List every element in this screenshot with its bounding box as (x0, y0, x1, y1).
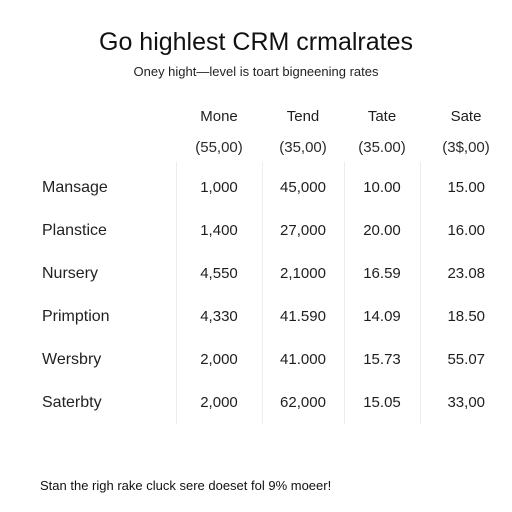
row-label: Primption (42, 307, 110, 325)
table-cell: 1,000 (175, 162, 262, 209)
row-label: Saterbty (42, 393, 102, 411)
table-cell: 33,00 (419, 381, 512, 424)
table-cell: 2,1000 (261, 252, 344, 295)
table-row: Mansage 1,000 45,000 10.00 15.00 (0, 162, 512, 209)
table-cell: 20.00 (343, 209, 420, 252)
header-corner (0, 100, 176, 132)
table-cell: 2,000 (175, 338, 262, 381)
table-row: Nursery 4,550 2,1000 16.59 23.08 (0, 252, 512, 295)
table-cell: 4,550 (175, 252, 262, 295)
table-cell: 14.09 (343, 295, 420, 338)
title-text: Go highlest CRM crmalrates (99, 28, 413, 56)
table-cell: 1,400 (175, 209, 262, 252)
column-header: Tend (286, 107, 320, 125)
table-cell: 62,000 (261, 381, 344, 424)
data-table: Mone Tend Tate Sate (55,00) (35,00) (35.… (0, 100, 512, 424)
row-label: Mansage (42, 178, 108, 196)
table-cell: 15.05 (343, 381, 420, 424)
row-label: Planstice (42, 221, 107, 239)
table-cell: 41.590 (261, 295, 344, 338)
units-row: (55,00) (35,00) (35.00) (3$,00) (0, 132, 512, 162)
units-corner (0, 132, 176, 162)
table-cell: 15.00 (419, 162, 512, 209)
table-cell: 41.000 (261, 338, 344, 381)
row-label: Wersbry (42, 350, 102, 368)
table-cell: 16.00 (419, 209, 512, 252)
table-row: Wersbry 2,000 41.000 15.73 55.07 (0, 338, 512, 381)
column-unit: (35,00) (279, 138, 327, 156)
chart-subtitle: Oney hight—level is toart bigneening rat… (133, 64, 379, 79)
table-footnote: Stan the righ rake cluck sere doeset fol… (40, 478, 332, 493)
column-unit: (3$,00) (442, 138, 490, 156)
table-row: Planstice 1,400 27,000 20.00 16.00 (0, 209, 512, 252)
table-cell: 18.50 (419, 295, 512, 338)
table-cell: 10.00 (343, 162, 420, 209)
table-row: Saterbty 2,000 62,000 15.05 33,00 (0, 381, 512, 424)
table-cell: 45,000 (261, 162, 344, 209)
table-cell: 15.73 (343, 338, 420, 381)
column-header: Tate (367, 107, 397, 125)
column-header: Mone (200, 107, 238, 125)
table-cell: 23.08 (419, 252, 512, 295)
table-cell: 4,330 (175, 295, 262, 338)
column-unit: (55,00) (195, 138, 243, 156)
header-row: Mone Tend Tate Sate (0, 100, 512, 132)
row-label: Nursery (42, 264, 99, 282)
data-table-container: Mone Tend Tate Sate (55,00) (35,00) (35.… (0, 100, 512, 424)
table-cell: 2,000 (175, 381, 262, 424)
table-cell: 55.07 (419, 338, 512, 381)
table-cell: 16.59 (343, 252, 420, 295)
column-unit: (35.00) (358, 138, 406, 156)
chart-title: Go highlest CRM crmalrates (0, 28, 512, 57)
column-header: Sate (450, 107, 482, 125)
table-cell: 27,000 (261, 209, 344, 252)
table-row: Primption 4,330 41.590 14.09 18.50 (0, 295, 512, 338)
